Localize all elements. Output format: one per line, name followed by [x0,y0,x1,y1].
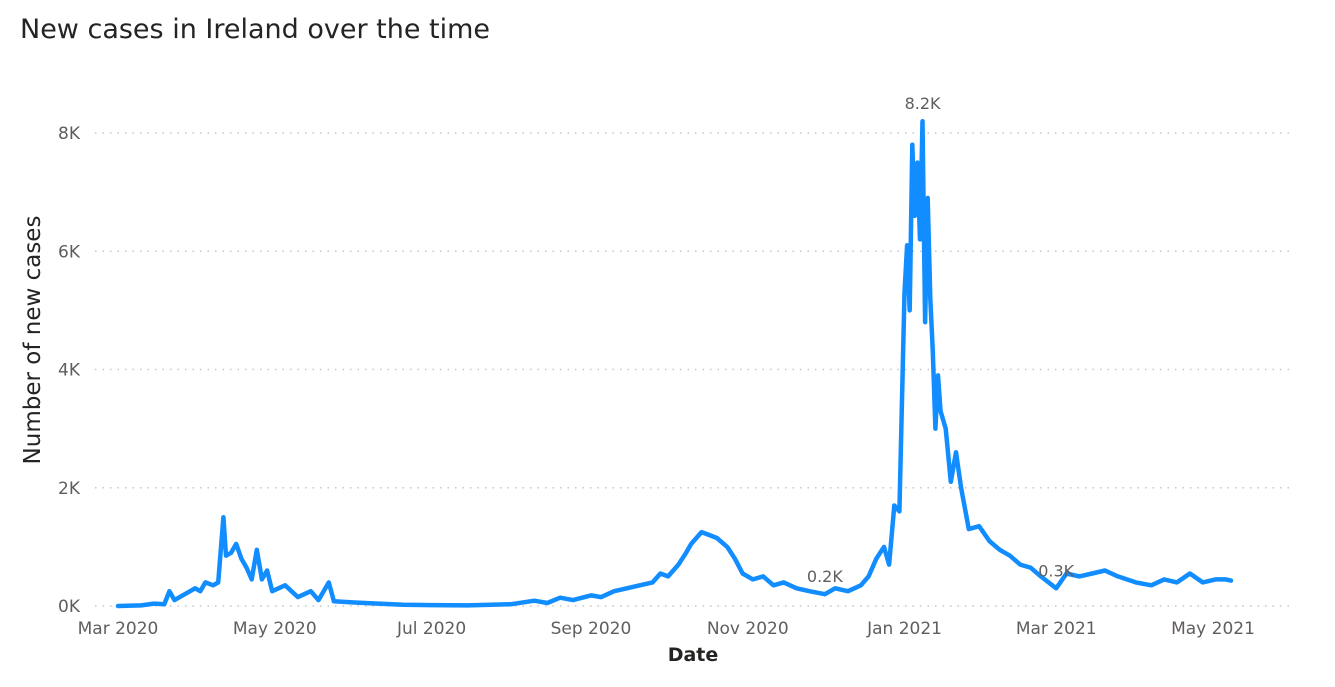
data-labels: 8.2K 0.2K 0.3K [807,94,1075,586]
data-label: 0.2K [807,567,843,586]
y-axis-ticks: 0K 2K 4K 6K 8K [58,124,81,617]
y-tick-label: 4K [58,361,81,381]
y-tick-label: 6K [58,242,81,262]
data-label: 8.2K [905,94,941,113]
gridlines [95,132,1290,607]
y-tick-label: 0K [58,597,81,617]
y-tick-label: 2K [58,479,81,499]
x-axis-ticks: Mar 2020 May 2020 Jul 2020 Sep 2020 Nov 2020… [78,619,1255,639]
x-tick-label: Jan 2021 [866,619,942,639]
y-tick-label: 8K [58,124,81,144]
x-axis-label: Date [667,644,719,666]
series-line [115,118,1234,609]
x-tick-label: Mar 2021 [1016,619,1097,639]
x-tick-label: Sep 2020 [551,619,632,639]
chart-title: New cases in Ireland over the time [20,14,491,45]
series-group [115,118,1234,609]
x-tick-label: May 2021 [1171,619,1255,639]
x-tick-label: May 2020 [233,619,317,639]
data-label: 0.3K [1038,561,1074,580]
x-tick-label: Mar 2020 [78,619,159,639]
x-tick-label: Jul 2020 [396,619,466,639]
x-tick-label: Nov 2020 [707,619,789,639]
